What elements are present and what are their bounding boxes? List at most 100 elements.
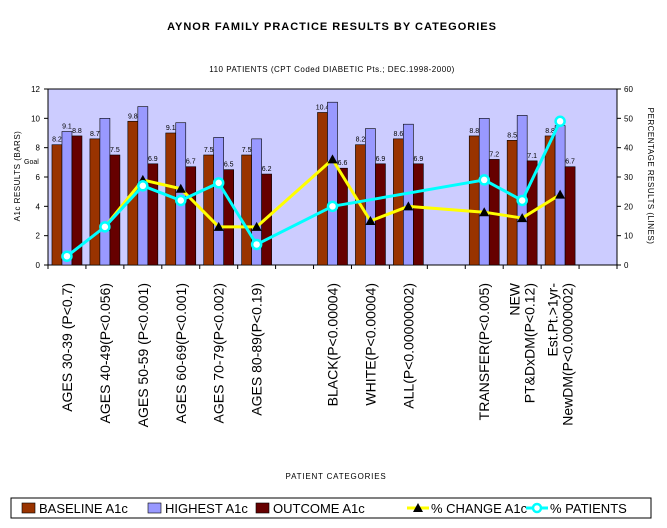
bar-highest-a1c <box>61 131 73 266</box>
category-label: BLACK(P<0.00004) <box>325 283 341 406</box>
category-label-line: ALL(P<0.00000002) <box>400 283 416 409</box>
bar-highest-a1c <box>213 137 224 266</box>
category-label: AGES 80-89(P<0.19) <box>249 283 265 416</box>
bar-data-label: 6.6 <box>338 160 348 167</box>
y2-tick-label: 60 <box>624 85 633 94</box>
bar-baseline-a1c <box>203 154 214 266</box>
bar-baseline-a1c <box>89 138 101 266</box>
bar-baseline-a1c <box>241 154 252 266</box>
category-label: AGES 60-69(P<0.001) <box>173 283 189 423</box>
legend-label-baseline-a1c: BASELINE A1c <box>39 501 128 516</box>
bar-outcome-a1c <box>147 163 159 266</box>
y-axis-title: A1c RESULTS (BARS) <box>13 131 22 222</box>
bar-highest-a1c <box>99 118 111 266</box>
legend-swatch-baseline-a1c <box>21 502 36 514</box>
bar-data-label: 6.9 <box>413 156 423 163</box>
legend-swatch-highest-a1c <box>147 502 162 514</box>
bar-data-label: 6.2 <box>262 166 272 173</box>
point-patients <box>554 115 566 128</box>
category-label: AGES 50-59 (P<0.001) <box>135 283 151 427</box>
x-axis-title: PATIENT CATEGORIES <box>286 472 387 481</box>
point-change-a1c <box>517 213 528 223</box>
chart-subtitle: 110 PATIENTS (CPT Coded DIABETIC Pts.; D… <box>209 65 455 74</box>
legend-swatch-outcome-a1c <box>255 502 270 514</box>
bar-outcome-a1c <box>223 169 234 266</box>
category-label: TRANSFER(P<0.005) <box>476 283 492 420</box>
category-label: ALL(P<0.00000002) <box>400 283 416 409</box>
category-label-line: WHITE(P<0.00004) <box>362 283 378 406</box>
bar-baseline-a1c <box>506 140 518 266</box>
point-change-a1c <box>403 201 414 211</box>
category-label-line: AGES 30-39 (P<0.7) <box>59 283 75 412</box>
bar-data-label: 6.5 <box>224 162 234 169</box>
point-patients <box>99 221 111 233</box>
bar-outcome-a1c <box>413 163 424 266</box>
bar-data-label: 7.5 <box>242 147 252 154</box>
category-label: AGES 70-79(P<0.002) <box>211 283 227 423</box>
legend-label-change-a1c: % CHANGE A1c <box>431 501 528 516</box>
point-change-a1c <box>213 221 224 231</box>
bar-baseline-a1c <box>317 112 328 266</box>
bar-data-label: 7.2 <box>489 151 499 158</box>
bar-highest-a1c <box>365 128 376 266</box>
bar-data-label: 8.2 <box>356 137 366 144</box>
category-label: WHITE(P<0.00004) <box>362 283 378 406</box>
bar-outcome-a1c <box>185 166 197 266</box>
bar-highest-a1c <box>478 118 490 266</box>
bar-data-label: 8.5 <box>507 132 517 139</box>
bar-data-label: 7.1 <box>527 153 537 160</box>
category-label-line: BLACK(P<0.00004) <box>325 283 341 406</box>
point-patients <box>61 250 73 262</box>
axes-layer: 0 2 4 6 8 10 12 0 10 20 30 40 50 60 <box>31 85 633 270</box>
point-patients <box>137 180 149 192</box>
y2-tick-label: 10 <box>624 232 633 241</box>
bar-data-label: 9.1 <box>166 125 176 132</box>
bar-highest-a1c <box>327 101 338 266</box>
legend-label-patients: % PATIENTS <box>550 501 627 516</box>
legend-marker-patients <box>531 502 543 514</box>
y-tick-label: 8 <box>36 144 41 153</box>
bar-baseline-a1c <box>51 144 63 266</box>
point-patients <box>175 194 187 207</box>
category-label-line: AGES 60-69(P<0.001) <box>173 283 189 423</box>
y-tick-label: 4 <box>36 202 41 211</box>
bar-data-label: 8.6 <box>393 131 403 138</box>
y2-tick-label: 0 <box>624 261 629 270</box>
y2-tick-label: 50 <box>624 114 633 123</box>
legend-label-outcome-a1c: OUTCOME A1c <box>273 501 365 516</box>
bar-data-label: 6.9 <box>376 156 386 163</box>
bar-data-label: 9.1 <box>62 124 72 131</box>
point-change-a1c <box>327 154 338 164</box>
category-label-line: AGES 40-49(P<0.056) <box>97 283 113 423</box>
line-patients <box>66 120 562 258</box>
legend-box <box>10 497 652 519</box>
y-tick-label: 6 <box>36 173 41 182</box>
point-change-a1c <box>365 216 376 225</box>
bar-data-label: 10.4 <box>316 104 330 111</box>
bar-baseline-a1c <box>393 138 404 266</box>
bar-data-label: 7.5 <box>110 147 120 154</box>
bar-data-label: 6.7 <box>186 159 196 166</box>
category-label-line: TRANSFER(P<0.005) <box>476 283 492 420</box>
category-label-line: NEW <box>507 282 523 315</box>
bar-data-label: 7.5 <box>204 147 214 154</box>
bar-data-label: 8.2 <box>52 137 62 144</box>
legend-label-highest-a1c: HIGHEST A1c <box>165 501 248 516</box>
y2-tick-label: 20 <box>624 202 633 211</box>
y-tick-label: 2 <box>36 232 41 241</box>
y-tick-label: 10 <box>31 114 40 123</box>
bar-data-label: 8.8 <box>72 128 82 135</box>
legend: BASELINE A1c HIGHEST A1c OUTCOME A1c % CHAN… <box>10 497 652 519</box>
point-patients <box>516 194 528 207</box>
y2-tick-label: 40 <box>624 144 633 153</box>
lines-layer <box>61 115 566 262</box>
bar-baseline-a1c <box>468 135 480 266</box>
legend-marker-change-a1c <box>413 503 423 512</box>
y2-tick-label: 30 <box>624 173 633 182</box>
bar-outcome-a1c <box>337 167 348 266</box>
point-change-a1c <box>251 221 262 231</box>
point-patients <box>250 238 263 251</box>
goal-label: Goal <box>24 159 39 166</box>
point-patients <box>326 200 339 213</box>
